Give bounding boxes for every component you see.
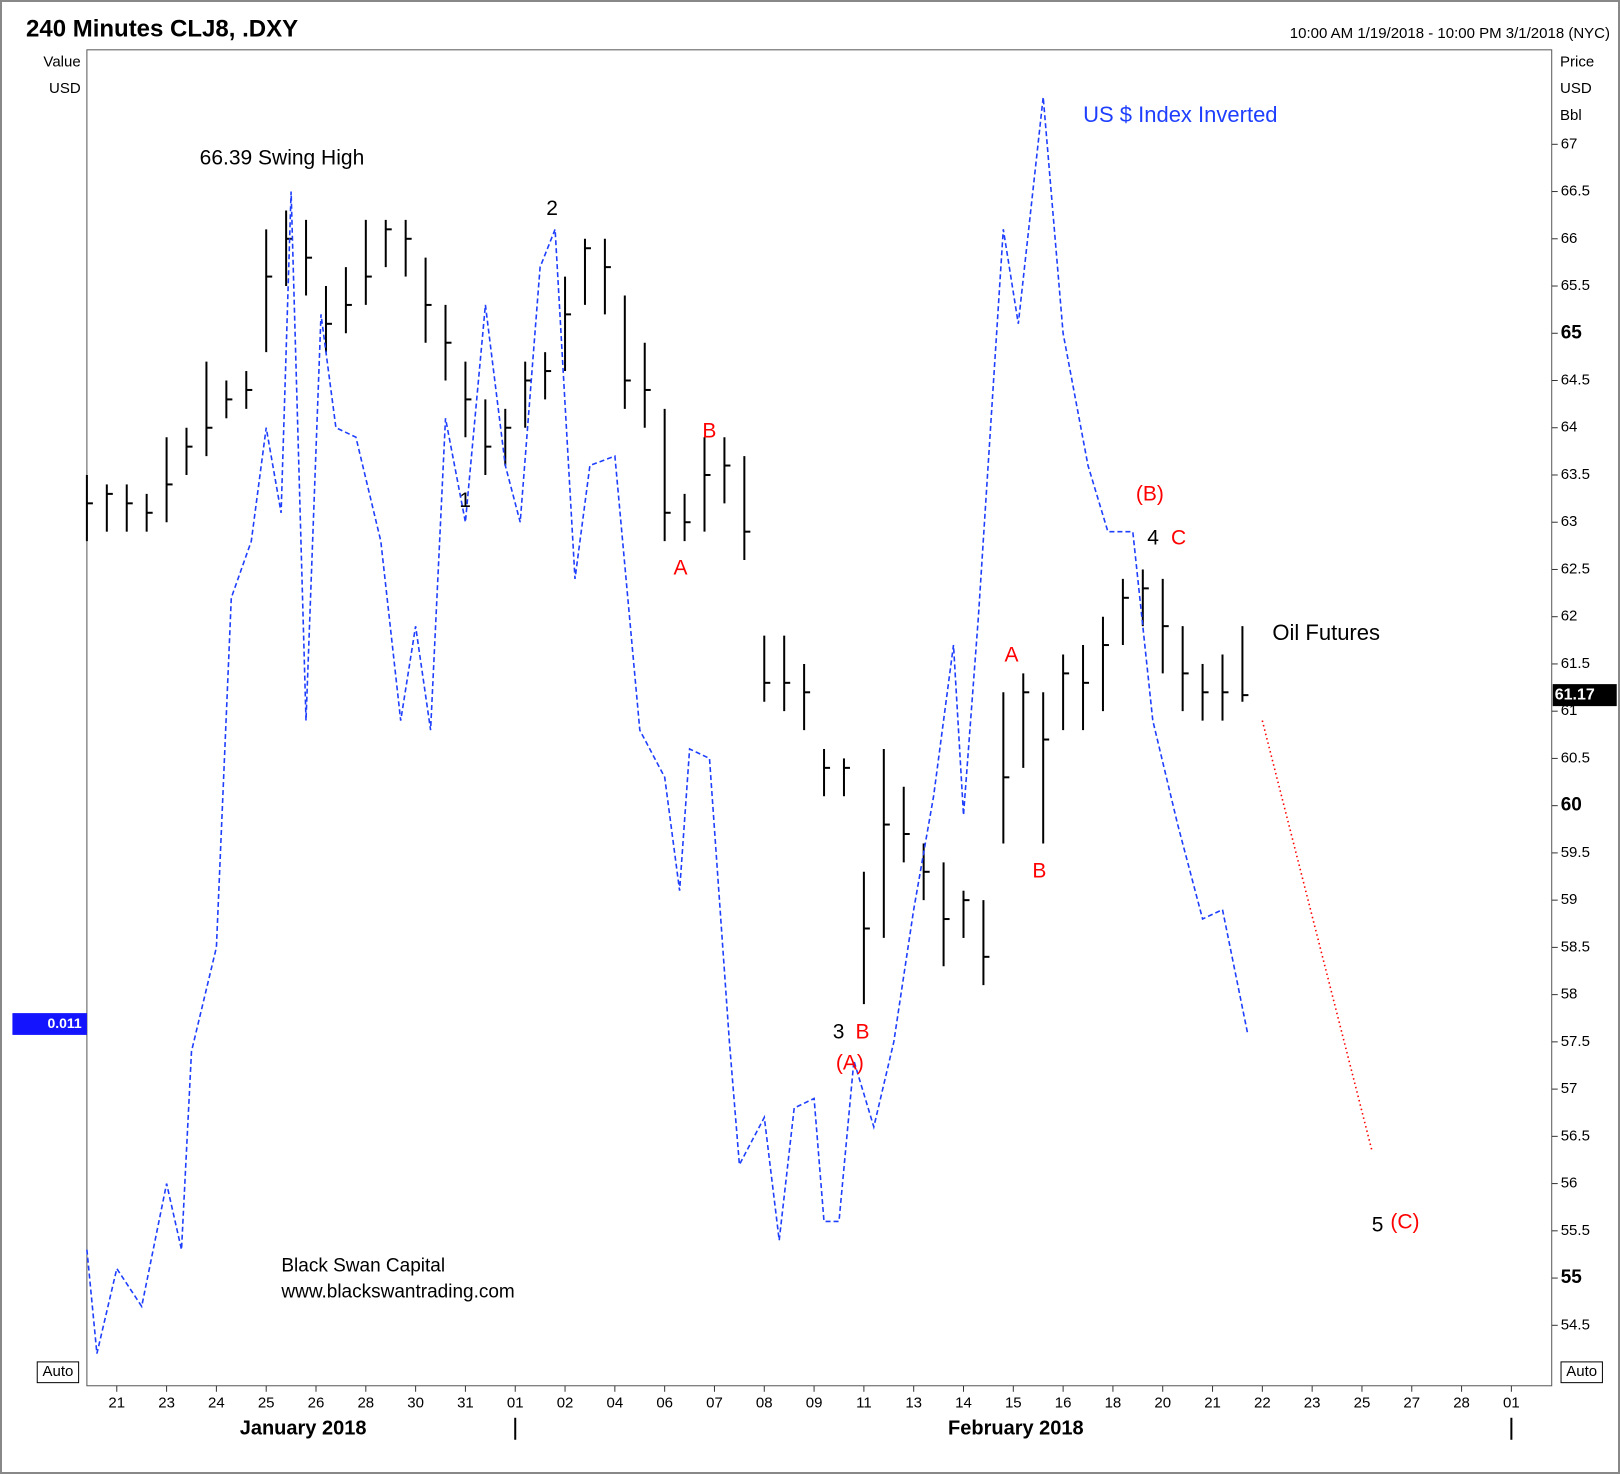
- x-tick-label: 27: [1403, 1395, 1420, 1412]
- x-tick-label: 23: [1304, 1395, 1321, 1412]
- x-tick-label: 15: [1005, 1395, 1022, 1412]
- left-axis-label: Value: [43, 53, 80, 70]
- x-tick-label: 07: [706, 1395, 723, 1412]
- x-tick-label: 02: [557, 1395, 574, 1412]
- right-axis-label: Price: [1560, 53, 1594, 70]
- last-price: 61.17: [1555, 686, 1595, 703]
- wave-label: (B): [1136, 483, 1164, 506]
- x-tick-label: 11: [856, 1395, 872, 1412]
- y-tick-label: 63.5: [1561, 466, 1590, 483]
- x-tick-label: 16: [1055, 1395, 1072, 1412]
- x-tick-label: 04: [607, 1395, 624, 1412]
- wave-label: 1: [459, 489, 471, 512]
- y-tick-label: 60: [1561, 795, 1582, 816]
- y-tick-label: 56: [1561, 1175, 1578, 1192]
- x-tick-label: 26: [308, 1395, 325, 1412]
- x-tick-label: 18: [1105, 1395, 1122, 1412]
- y-tick-label: 62.5: [1561, 560, 1590, 577]
- y-tick-label: 60.5: [1561, 749, 1590, 766]
- x-tick-label: 21: [108, 1395, 125, 1412]
- y-tick-label: 55.5: [1561, 1222, 1590, 1239]
- wave-label: (A): [836, 1052, 864, 1075]
- wave-label: 5: [1372, 1213, 1384, 1236]
- y-tick-label: 61.5: [1561, 655, 1590, 672]
- x-tick-label: 13: [905, 1395, 922, 1412]
- auto-button-frame: [36, 1361, 80, 1384]
- x-tick-label: 20: [1154, 1395, 1171, 1412]
- wave-label: 3: [833, 1020, 845, 1043]
- watermark: www.blackswantrading.com: [280, 1281, 514, 1302]
- wave-label: (C): [1390, 1210, 1419, 1233]
- y-tick-label: 65: [1561, 322, 1583, 343]
- left-badge-bg: [12, 1013, 87, 1035]
- y-tick-label: 63: [1561, 513, 1578, 530]
- auto-button-label: Auto: [43, 1363, 74, 1380]
- plot-frame: [86, 49, 1553, 1387]
- x-tick-label: 25: [258, 1395, 275, 1412]
- wave-label: B: [702, 419, 716, 442]
- wave-label: B: [1032, 859, 1046, 882]
- dxy-line: [86, 97, 1249, 1354]
- right-axis-label: USD: [1560, 80, 1592, 97]
- month-label: January 2018: [240, 1418, 367, 1440]
- y-tick-label: 67: [1561, 135, 1578, 152]
- y-tick-label: 54.5: [1561, 1316, 1590, 1333]
- wave-label: B: [856, 1020, 870, 1043]
- projection-line: [1261, 720, 1373, 1151]
- x-tick-label: 24: [208, 1395, 225, 1412]
- y-tick-label: 57.5: [1561, 1033, 1590, 1050]
- auto-button-label: Auto: [1566, 1363, 1597, 1380]
- series-label: Oil Futures: [1272, 620, 1380, 645]
- left-badge: 0.011: [47, 1015, 81, 1031]
- wave-label: 4: [1147, 526, 1159, 549]
- y-tick-label: 66: [1561, 230, 1578, 247]
- y-tick-label: 58.5: [1561, 938, 1590, 955]
- chart-title: 240 Minutes CLJ8, .DXY: [26, 15, 298, 42]
- last-price-bg: [1552, 684, 1617, 707]
- x-tick-label: 01: [1503, 1395, 1520, 1412]
- right-axis-label: Bbl: [1560, 107, 1582, 124]
- x-tick-label: 28: [1453, 1395, 1470, 1412]
- x-tick-label: 28: [357, 1395, 374, 1412]
- x-tick-label: 06: [656, 1395, 673, 1412]
- y-tick-label: 57: [1561, 1080, 1578, 1097]
- y-tick-label: 62: [1561, 608, 1578, 625]
- x-tick-label: 23: [158, 1395, 175, 1412]
- date-range: 10:00 AM 1/19/2018 - 10:00 PM 3/1/2018 (…: [1290, 25, 1610, 42]
- x-tick-label: 09: [806, 1395, 823, 1412]
- y-tick-label: 56.5: [1561, 1127, 1590, 1144]
- wave-label: C: [1171, 526, 1186, 549]
- wave-label: A: [1004, 644, 1018, 667]
- series-label: US $ Index Inverted: [1083, 102, 1277, 127]
- x-tick-label: 14: [955, 1395, 972, 1412]
- wave-label: A: [673, 556, 687, 579]
- y-tick-label: 61: [1561, 702, 1578, 719]
- y-tick-label: 65.5: [1561, 277, 1590, 294]
- watermark: Black Swan Capital: [281, 1255, 445, 1276]
- x-tick-label: 08: [756, 1395, 773, 1412]
- left-axis-label: USD: [49, 80, 81, 97]
- auto-button[interactable]: Auto: [1560, 1361, 1603, 1384]
- y-tick-label: 64.5: [1561, 371, 1590, 388]
- auto-button[interactable]: Auto: [36, 1361, 80, 1384]
- x-tick-label: 25: [1354, 1395, 1371, 1412]
- x-tick-label: 01: [507, 1395, 524, 1412]
- wave-label: 66.39 Swing High: [200, 146, 365, 169]
- x-tick-label: 31: [457, 1395, 474, 1412]
- x-tick-label: 22: [1254, 1395, 1271, 1412]
- month-label: February 2018: [948, 1418, 1084, 1440]
- wave-label: 2: [546, 197, 558, 220]
- x-tick-label: 30: [407, 1395, 424, 1412]
- y-tick-label: 59: [1561, 891, 1578, 908]
- y-tick-label: 55: [1561, 1267, 1583, 1288]
- y-tick-label: 59.5: [1561, 844, 1590, 861]
- auto-button-frame: [1560, 1361, 1603, 1384]
- y-tick-label: 58: [1561, 986, 1578, 1003]
- y-tick-label: 64: [1561, 419, 1578, 436]
- y-tick-label: 66.5: [1561, 183, 1590, 200]
- x-tick-label: 21: [1204, 1395, 1221, 1412]
